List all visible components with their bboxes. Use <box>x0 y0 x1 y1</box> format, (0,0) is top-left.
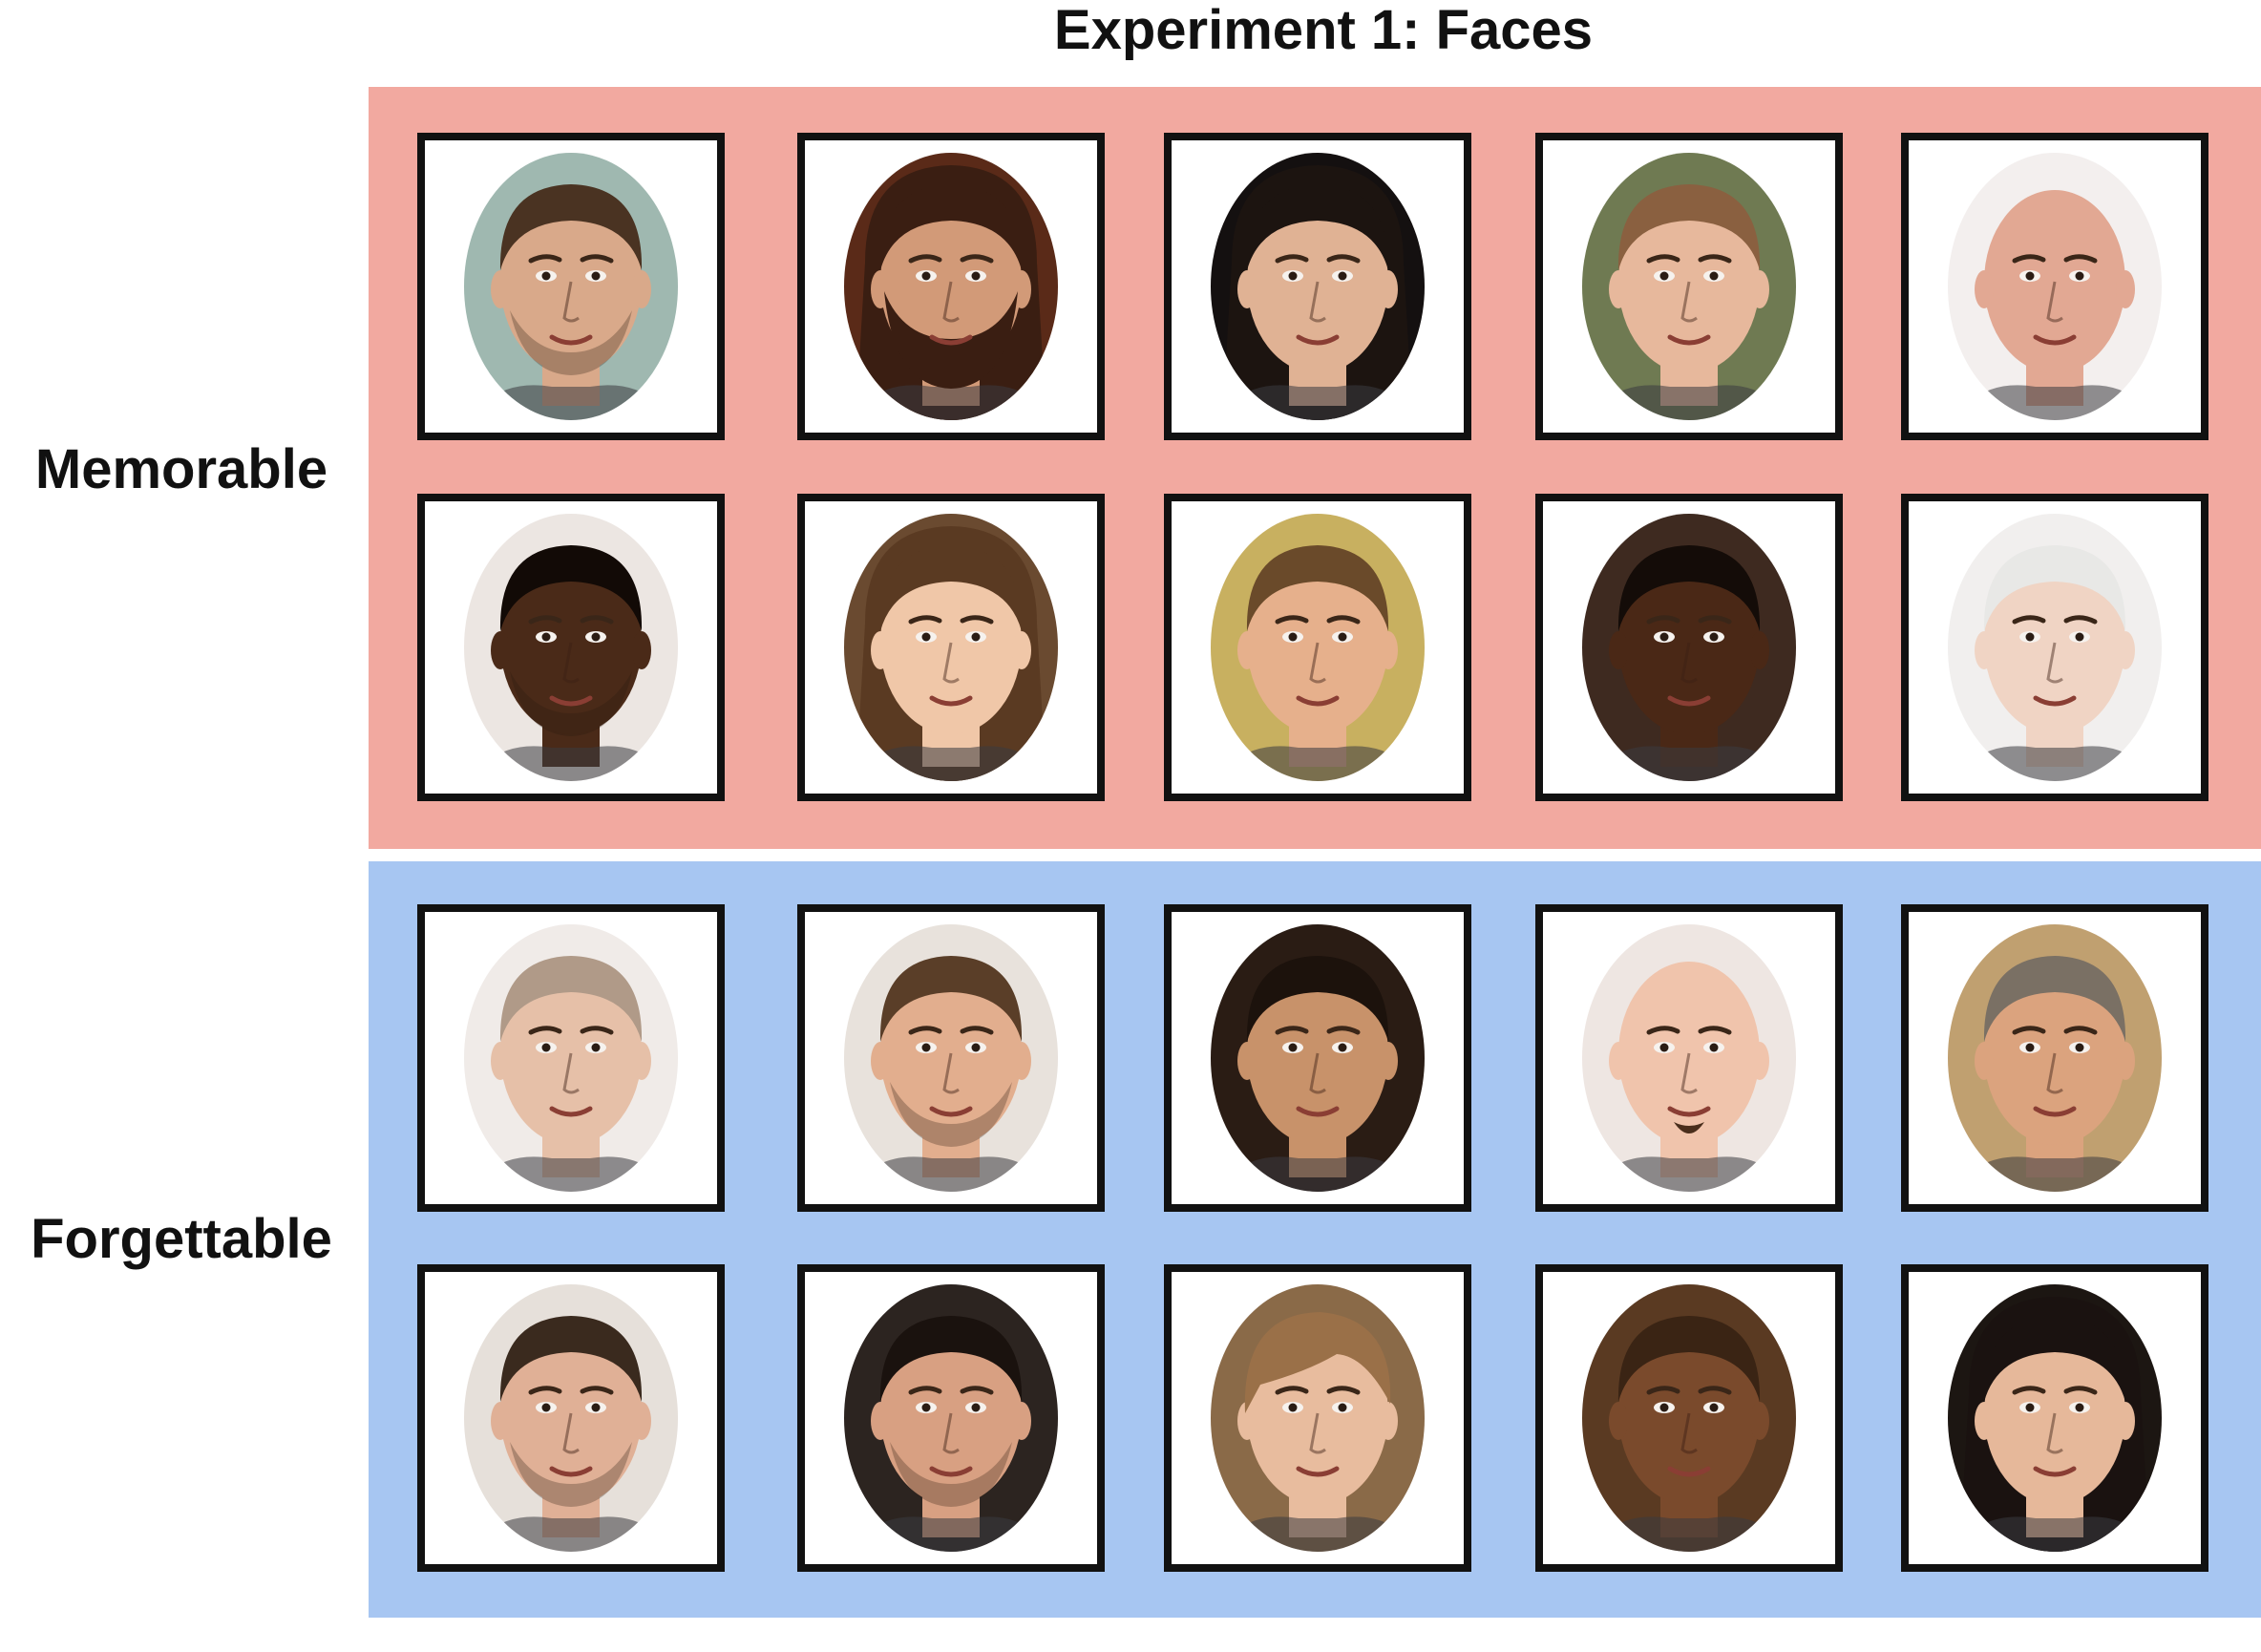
face-portrait <box>1211 153 1425 420</box>
face-portrait <box>1582 153 1796 420</box>
memorable-label: Memorable <box>34 438 328 500</box>
forgettable-face-card <box>417 1264 725 1572</box>
face-portrait <box>844 1284 1058 1552</box>
memorable-face-card <box>1164 133 1471 440</box>
forgettable-face-card <box>417 904 725 1212</box>
face-portrait <box>464 514 678 781</box>
face-portrait <box>1582 1284 1796 1552</box>
face-portrait <box>464 153 678 420</box>
forgettable-face-card <box>1901 904 2208 1212</box>
forgettable-face-card <box>1535 904 1843 1212</box>
forgettable-face-card <box>797 1264 1105 1572</box>
face-portrait <box>1211 514 1425 781</box>
face-portrait <box>464 924 678 1192</box>
memorable-face-card <box>797 133 1105 440</box>
memorable-face-card <box>1901 133 2208 440</box>
memorable-face-card <box>1535 494 1843 801</box>
face-portrait <box>1582 514 1796 781</box>
memorable-face-card <box>417 133 725 440</box>
face-portrait <box>844 153 1058 420</box>
face-portrait <box>1948 1284 2162 1552</box>
forgettable-label: Forgettable <box>31 1208 332 1270</box>
figure-title: Experiment 1: Faces <box>1053 0 1594 61</box>
memorable-face-card <box>417 494 725 801</box>
face-portrait <box>1211 924 1425 1192</box>
face-portrait <box>1948 514 2162 781</box>
face-portrait <box>464 1284 678 1552</box>
memorable-face-card <box>1164 494 1471 801</box>
memorable-face-card <box>1901 494 2208 801</box>
face-portrait <box>1582 924 1796 1192</box>
face-portrait <box>844 514 1058 781</box>
memorable-face-card <box>797 494 1105 801</box>
face-portrait <box>1948 153 2162 420</box>
forgettable-face-card <box>797 904 1105 1212</box>
forgettable-face-card <box>1535 1264 1843 1572</box>
face-portrait <box>1211 1284 1425 1552</box>
memorable-face-card <box>1535 133 1843 440</box>
forgettable-face-card <box>1164 904 1471 1212</box>
face-portrait <box>1948 924 2162 1192</box>
forgettable-face-card <box>1164 1264 1471 1572</box>
forgettable-face-card <box>1901 1264 2208 1572</box>
face-portrait <box>844 924 1058 1192</box>
